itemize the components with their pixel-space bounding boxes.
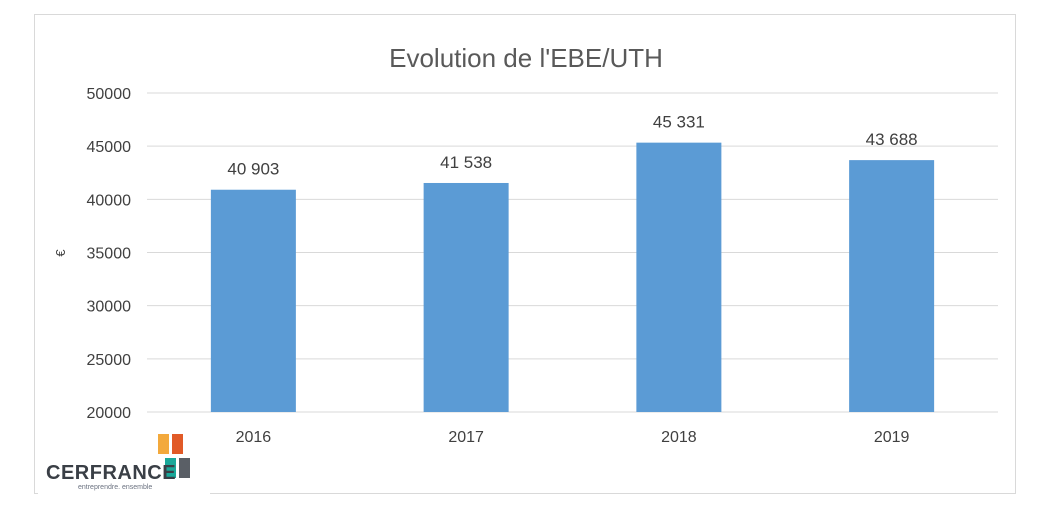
data-label: 45 331 bbox=[653, 113, 705, 132]
x-tick-label: 2018 bbox=[661, 429, 697, 446]
x-tick-label: 2017 bbox=[448, 429, 484, 446]
bar-chart: Evolution de l'EBE/UTH 20000 25000 30000 350… bbox=[53, 43, 998, 446]
data-label: 40 903 bbox=[227, 160, 279, 179]
y-tick-label: 30000 bbox=[87, 299, 132, 316]
chart-title: Evolution de l'EBE/UTH bbox=[389, 43, 663, 73]
logo-wordmark: CERFRANCE bbox=[46, 462, 177, 484]
y-tick-label: 45000 bbox=[87, 139, 132, 156]
y-tick-label: 40000 bbox=[87, 192, 132, 209]
y-axis-label: € bbox=[53, 249, 68, 257]
bar-2019 bbox=[849, 160, 935, 412]
y-tick-label: 50000 bbox=[87, 86, 132, 103]
bar-2016 bbox=[210, 189, 296, 412]
cerfrance-logo: CERFRANCE entreprendre. ensemble bbox=[38, 432, 210, 494]
logo-mark-icon bbox=[158, 434, 190, 478]
bar-2018 bbox=[636, 142, 722, 412]
data-label: 43 688 bbox=[866, 130, 918, 149]
x-tick-label: 2019 bbox=[874, 429, 910, 446]
y-tick-label: 25000 bbox=[87, 352, 132, 369]
logo-tagline: entreprendre. ensemble bbox=[78, 484, 153, 491]
y-tick-label: 20000 bbox=[87, 405, 132, 422]
data-label: 41 538 bbox=[440, 153, 492, 172]
chart-frame: Evolution de l'EBE/UTH 20000 25000 30000 350… bbox=[34, 14, 1016, 494]
bar-2017 bbox=[423, 182, 509, 412]
x-tick-label: 2016 bbox=[236, 429, 272, 446]
y-tick-label: 35000 bbox=[87, 246, 132, 263]
